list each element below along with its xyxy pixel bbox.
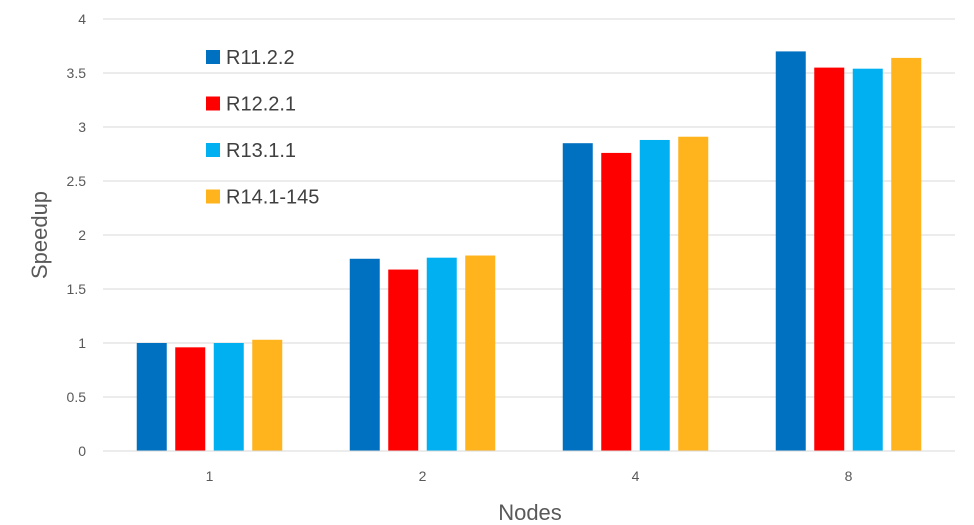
y-tick-label: 1 xyxy=(78,335,86,351)
legend-label: R14.1-145 xyxy=(226,187,319,209)
bar-R13.1.1-2 xyxy=(426,257,457,451)
y-tick-label: 1.5 xyxy=(67,281,87,297)
legend-swatch xyxy=(206,96,220,111)
x-axis-ticks: 1 2 4 8 xyxy=(206,468,853,484)
y-tick-label: 3 xyxy=(78,119,86,135)
y-tick-label: 0 xyxy=(78,443,86,459)
y-axis-title: Speedup xyxy=(27,191,52,279)
bar-R11.2.2-2 xyxy=(349,258,380,451)
legend-label: R13.1.1 xyxy=(226,140,296,162)
bar-R14.1-145-8 xyxy=(891,57,922,451)
y-tick-label: 2.5 xyxy=(67,173,87,189)
x-tick-label: 1 xyxy=(206,468,214,484)
legend-label: R11.2.2 xyxy=(226,47,295,69)
bar-R12.2.1-8 xyxy=(814,67,845,451)
bar-R12.2.1-1 xyxy=(175,347,206,451)
gridlines xyxy=(103,18,955,398)
bar-R11.2.2-1 xyxy=(136,343,167,451)
y-tick-label: 4 xyxy=(78,11,86,27)
legend-label: R12.2.1 xyxy=(226,94,296,116)
bar-R14.1-145-1 xyxy=(252,339,283,451)
bar-R14.1-145-4 xyxy=(678,136,709,451)
bars xyxy=(136,51,922,452)
y-tick-label: 3.5 xyxy=(67,65,87,81)
bar-R13.1.1-8 xyxy=(852,68,883,452)
bar-R11.2.2-8 xyxy=(775,51,806,452)
y-tick-label: 0.5 xyxy=(67,389,87,405)
bar-R12.2.1-2 xyxy=(388,269,419,451)
legend: R11.2.2 R12.2.1 R13.1.1 R14.1-145 xyxy=(206,47,319,209)
bar-R12.2.1-4 xyxy=(601,152,632,452)
legend-swatch xyxy=(206,189,220,204)
legend-swatch xyxy=(206,50,220,64)
x-tick-label: 2 xyxy=(419,468,427,484)
x-axis-title: Nodes xyxy=(498,500,562,525)
bar-R13.1.1-1 xyxy=(213,343,244,451)
bar-R13.1.1-4 xyxy=(639,139,670,451)
y-tick-label: 2 xyxy=(78,227,86,243)
bar-R11.2.2-4 xyxy=(562,143,593,451)
legend-swatch xyxy=(206,143,220,157)
y-axis-ticks: 0 0.5 1 1.5 2 2.5 3 3.5 4 xyxy=(67,11,87,459)
x-tick-label: 4 xyxy=(632,468,640,484)
bar-R14.1-145-2 xyxy=(465,255,496,451)
x-tick-label: 8 xyxy=(845,468,853,484)
